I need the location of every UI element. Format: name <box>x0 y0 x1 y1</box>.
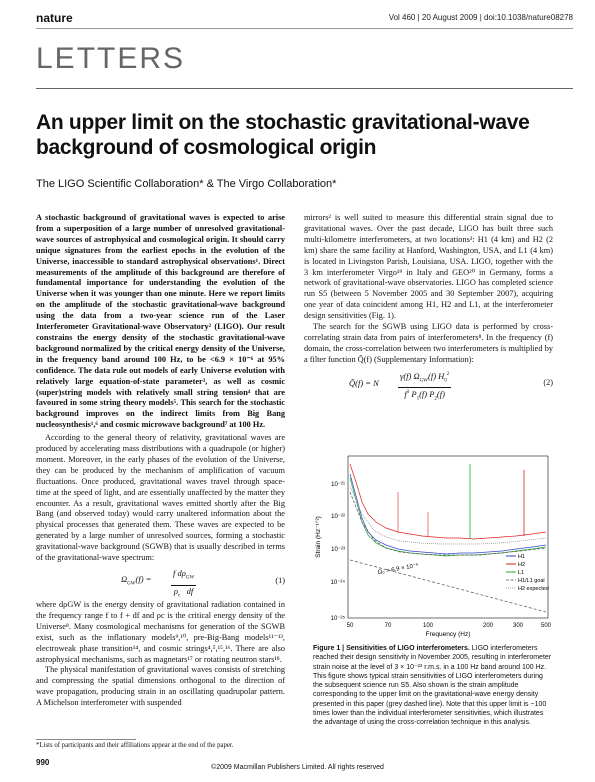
body-paragraph: The search for the SGWB using LIGO data … <box>304 322 553 364</box>
journal-logo: nature <box>36 11 73 25</box>
page-number: 990 <box>36 758 50 767</box>
sensitivity-figure: Strain (Hz⁻¹ᐟ²) 10⁻²¹ 10⁻²² 10⁻²³ 10⁻²⁴ … <box>315 455 552 638</box>
legend-label: H2 <box>518 562 525 568</box>
equation-number: (1) <box>275 576 285 585</box>
legend-label: L1 <box>518 570 524 576</box>
left-column: A stochastic background of gravitational… <box>36 213 285 709</box>
plot-frame <box>347 455 549 619</box>
article-title: An upper limit on the stochastic gravita… <box>36 111 530 159</box>
caption-text: LIGO interferometers reached their desig… <box>313 645 552 727</box>
body-paragraph: mirrors² is well suited to measure this … <box>304 213 553 321</box>
legend-label: H2 expected <box>518 586 549 592</box>
footnote: *Lists of participants and their affilia… <box>36 742 234 749</box>
h2-expected-curve <box>349 485 547 545</box>
y-tick-label: 10⁻²² <box>331 514 345 520</box>
y-tick-label: 10⁻²³ <box>331 547 345 553</box>
legend: H1 H2 L1 H1/L1 goal H2 expected <box>506 554 549 592</box>
section-heading: LETTERS <box>36 42 186 75</box>
body-paragraph: where dρGW is the energy density of grav… <box>36 600 285 664</box>
x-ticks: 50 70 100 200 300 500 <box>347 623 552 629</box>
body-paragraph: The physical manifestation of gravitatio… <box>36 665 285 708</box>
h2-curve <box>349 463 547 540</box>
equation-1: ΩGW(f) = f dρGW ρc df (1) <box>121 568 285 599</box>
footnote-rule <box>36 739 136 740</box>
legend-label: H1/L1 goal <box>518 578 545 584</box>
x-tick-label: 200 <box>483 623 494 629</box>
issue-meta: Vol 460 | 20 August 2009 | doi:10.1038/n… <box>388 13 573 22</box>
y-tick-label: 10⁻²⁵ <box>331 615 346 622</box>
x-tick-label: 50 <box>347 623 354 629</box>
equation-number: (2) <box>543 377 553 387</box>
body-paragraph: According to the general theory of relat… <box>36 433 285 563</box>
abstract: A stochastic background of gravitational… <box>36 213 285 430</box>
figure-caption: Figure 1 | Sensitivities of LIGO interfe… <box>313 644 553 728</box>
y-tick-label: 10⁻²¹ <box>331 482 345 488</box>
y-tick-label: 10⁻²⁴ <box>331 579 346 586</box>
x-tick-label: 300 <box>513 623 524 629</box>
y-axis-label: Strain (Hz⁻¹ᐟ²) <box>315 516 322 558</box>
copyright: ©2009 Macmillan Publishers Limited. All … <box>211 764 384 771</box>
upper-limit-line <box>349 559 547 613</box>
equation-2: Q̃(f) = N γ(f) ΩGW(f) H02 f3 P1(f) P2(f)… <box>349 370 553 402</box>
x-tick-label: 70 <box>385 623 392 629</box>
caption-label: Figure 1 | Sensitivities of LIGO interfe… <box>313 645 470 652</box>
x-axis-label: Frequency (Hz) <box>426 631 471 638</box>
section-rule <box>36 88 573 89</box>
y-ticks: 10⁻²¹ 10⁻²² 10⁻²³ 10⁻²⁴ 10⁻²⁵ <box>331 482 346 622</box>
legend-label: H1 <box>518 554 525 560</box>
x-tick-label: 100 <box>423 623 434 629</box>
h1l1-goal-curve <box>349 491 547 556</box>
x-tick-label: 500 <box>541 623 552 629</box>
header-rule <box>36 28 573 29</box>
right-column: mirrors² is well suited to measure this … <box>304 213 553 402</box>
article-authors: The LIGO Scientific Collaboration* & The… <box>36 178 337 190</box>
